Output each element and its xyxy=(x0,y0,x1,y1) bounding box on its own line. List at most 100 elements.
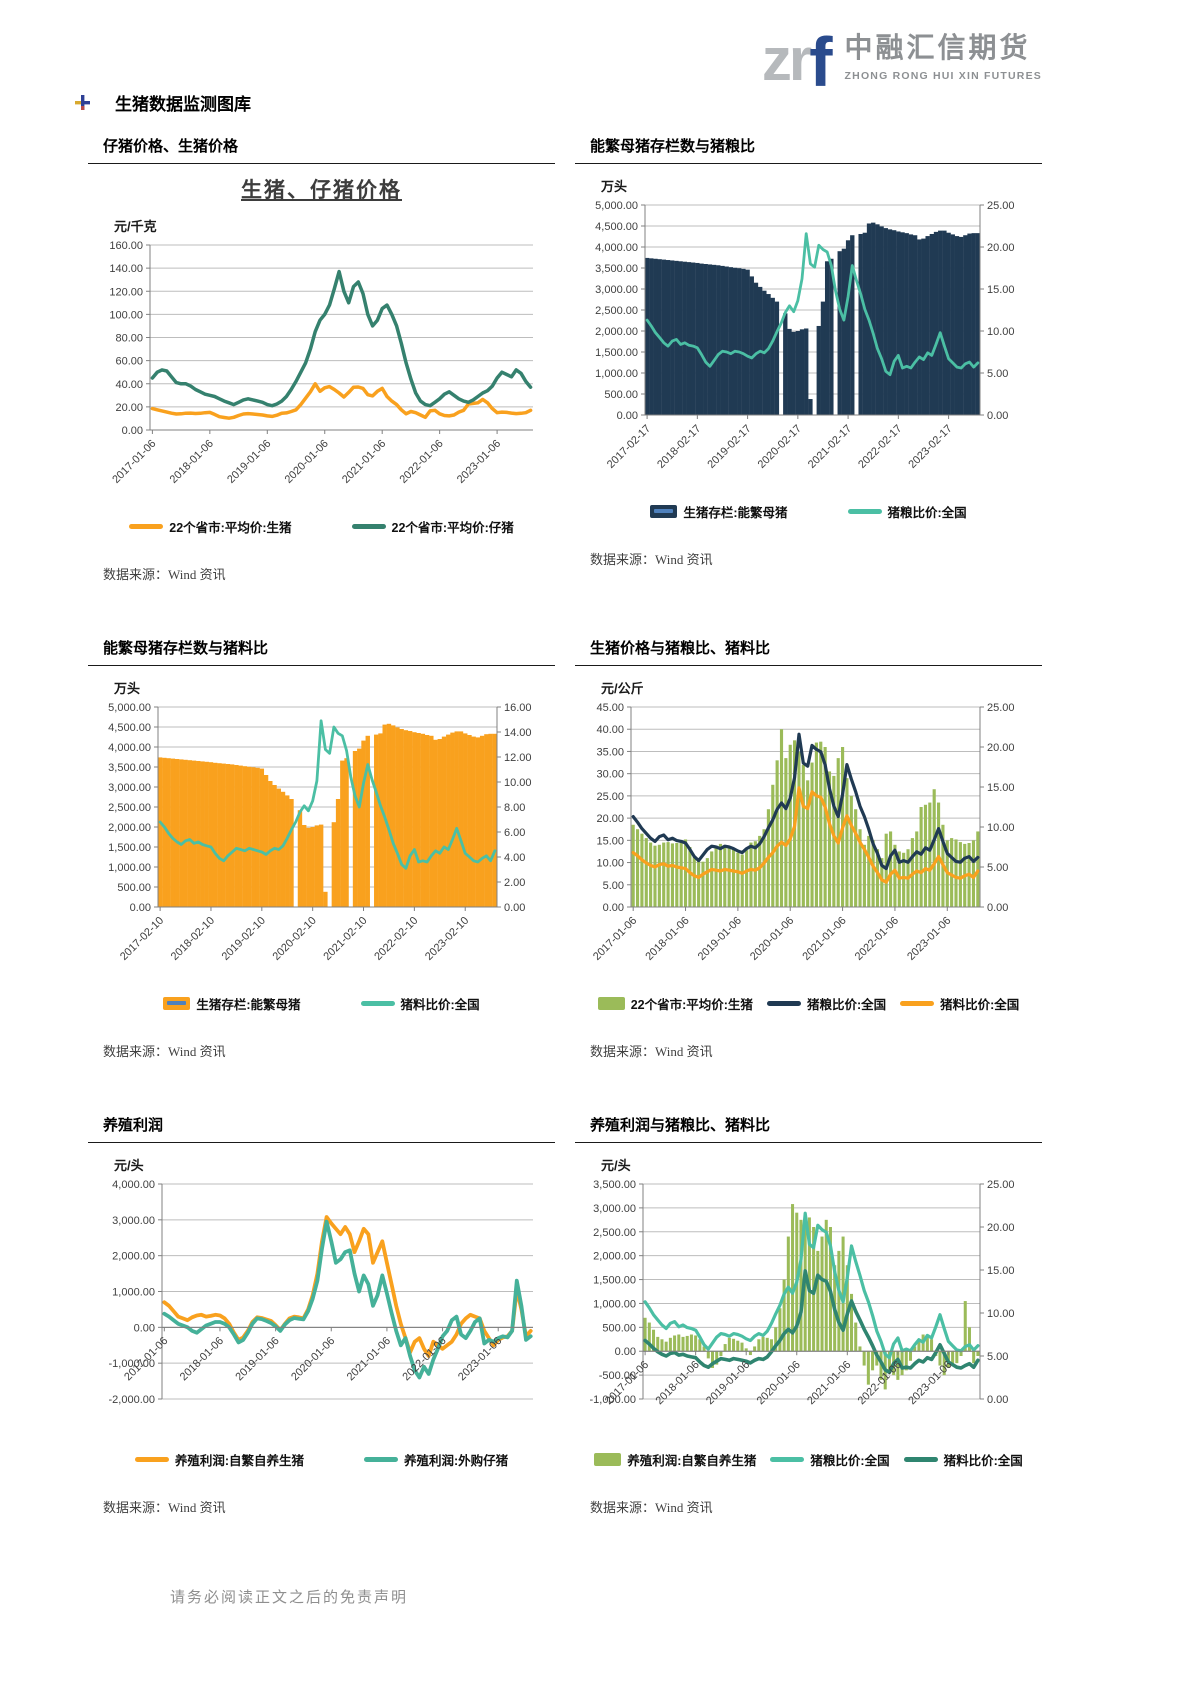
chart-block-piglet-pig-price: 仔猪价格、生猪价格 生猪、仔猪价格 元/千克 0.00 20.00 40.00 60.… xyxy=(88,135,555,583)
chart-block-breeding-profit-ratios: 养殖利润与猪粮比、猪料比 元/头 -1,000.00 -500.00 0.00 500… xyxy=(575,1114,1042,1516)
svg-text:-2,000.00: -2,000.00 xyxy=(109,1394,155,1406)
svg-text:25.00: 25.00 xyxy=(987,702,1015,714)
legend-swatch-bar-icon xyxy=(594,1453,622,1466)
svg-text:15.00: 15.00 xyxy=(987,782,1015,794)
chart-grid: 仔猪价格、生猪价格 生猪、仔猪价格 元/千克 0.00 20.00 40.00 60.… xyxy=(88,135,1190,1516)
svg-text:-500.00: -500.00 xyxy=(599,1370,636,1382)
chart-heading: 养殖利润与猪粮比、猪料比 xyxy=(575,1114,1042,1143)
data-source: 数据来源：Wind 资讯 xyxy=(590,1044,713,1059)
svg-text:2023-02-17: 2023-02-17 xyxy=(906,423,954,471)
svg-text:2017-01-06: 2017-01-06 xyxy=(110,438,158,486)
chart-block-pig-price-ratios: 生猪价格与猪粮比、猪料比 元/公斤 0.00 5.00 10.00 15.00 20.0… xyxy=(575,637,1042,1060)
chart-legend: 养殖利润:自繁自养生猪 养殖利润:外购仔猪 xyxy=(88,1450,555,1469)
svg-text:5.00: 5.00 xyxy=(603,880,624,892)
axis-unit-label: 元/公斤 xyxy=(601,681,644,696)
legend-swatch-bar-icon xyxy=(650,505,678,518)
svg-text:3,500.00: 3,500.00 xyxy=(108,762,151,774)
svg-text:10.00: 10.00 xyxy=(987,822,1015,834)
legend-swatch-line-icon xyxy=(360,1001,395,1006)
legend-item: 猪粮比价:全国 xyxy=(766,994,886,1013)
legend-label: 猪料比价:全国 xyxy=(943,1454,1023,1468)
svg-text:25.00: 25.00 xyxy=(596,791,624,803)
axis-unit-label: 元/头 xyxy=(114,1158,144,1173)
svg-text:40.00: 40.00 xyxy=(115,379,143,391)
chart-heading: 能繁母猪存栏数与猪粮比 xyxy=(575,135,1042,164)
svg-text:5,000.00: 5,000.00 xyxy=(595,200,638,212)
svg-text:2,500.00: 2,500.00 xyxy=(593,1227,636,1239)
legend-label: 22个省市:平均价:生猪 xyxy=(169,521,292,535)
svg-text:0.00: 0.00 xyxy=(134,1322,155,1334)
legend-swatch-line-icon xyxy=(903,1457,938,1462)
svg-text:500.00: 500.00 xyxy=(117,882,151,894)
svg-text:2018-02-10: 2018-02-10 xyxy=(169,915,217,963)
legend-swatch-bar-icon xyxy=(597,997,625,1010)
svg-text:20.00: 20.00 xyxy=(987,742,1015,754)
page-title: 生猪数据监测图库 xyxy=(115,95,251,114)
axis-unit-label: 元/千克 xyxy=(114,219,157,234)
logo-mark-icon: zr f xyxy=(762,26,833,97)
svg-text:0.00: 0.00 xyxy=(603,902,624,914)
svg-text:2,000.00: 2,000.00 xyxy=(112,1251,155,1263)
svg-text:2020-01-06: 2020-01-06 xyxy=(748,915,796,963)
svg-text:2017-02-10: 2017-02-10 xyxy=(118,915,166,963)
svg-text:-1,000.00: -1,000.00 xyxy=(109,1358,155,1370)
chart-canvas-container: 0.00 5.00 10.00 15.00 20.00 25.00 30.00 35.00 40… xyxy=(579,699,1042,990)
svg-text:40.00: 40.00 xyxy=(596,724,624,736)
chart-canvas: -1,000.00 -500.00 0.00 500.00 1,000.00 1,500.… xyxy=(590,1179,1015,1407)
svg-text:120.00: 120.00 xyxy=(109,286,143,298)
svg-text:10.00: 10.00 xyxy=(596,858,624,870)
chart-canvas-container: -2,000.00 -1,000.00 0.00 1,000.00 2,000.00 3,… xyxy=(92,1176,555,1446)
svg-text:20.00: 20.00 xyxy=(987,242,1015,254)
disclaimer-footer: 请务必阅读正文之后的免责声明 xyxy=(170,1590,409,1606)
svg-text:2021-01-06: 2021-01-06 xyxy=(805,1359,853,1407)
chart-canvas: 0.00 20.00 40.00 60.00 80.00 100.00 120.00 140.… xyxy=(109,240,533,486)
legend-item: 养殖利润:外购仔猪 xyxy=(364,1450,508,1469)
svg-text:2019-01-06: 2019-01-06 xyxy=(225,438,273,486)
svg-text:8.00: 8.00 xyxy=(504,802,525,814)
legend-item: 22个省市:平均价:仔猪 xyxy=(351,517,514,536)
svg-text:15.00: 15.00 xyxy=(987,1265,1015,1277)
svg-text:2018-01-06: 2018-01-06 xyxy=(168,438,216,486)
svg-text:2,000.00: 2,000.00 xyxy=(593,1251,636,1263)
svg-text:14.00: 14.00 xyxy=(504,727,532,739)
chart-heading: 能繁母猪存栏数与猪料比 xyxy=(88,637,555,666)
axis-unit-label: 万头 xyxy=(114,681,141,696)
svg-text:3,000.00: 3,000.00 xyxy=(595,284,638,296)
chart-canvas-container: 0.00 500.00 1,000.00 1,500.00 2,000.00 2,500.… xyxy=(579,197,1042,498)
svg-text:25.00: 25.00 xyxy=(987,200,1015,212)
legend-label: 猪料比价:全国 xyxy=(940,998,1020,1012)
svg-text:4,000.00: 4,000.00 xyxy=(595,242,638,254)
chart-heading: 养殖利润 xyxy=(88,1114,555,1143)
svg-text:2020-01-06: 2020-01-06 xyxy=(283,438,331,486)
svg-text:25.00: 25.00 xyxy=(987,1179,1015,1191)
legend-item: 猪粮比价:全国 xyxy=(770,1450,890,1469)
svg-text:2018-01-06: 2018-01-06 xyxy=(178,1335,226,1383)
svg-text:-1,000.00: -1,000.00 xyxy=(590,1394,636,1406)
svg-text:500.00: 500.00 xyxy=(604,389,638,401)
legend-item: 22个省市:平均价:生猪 xyxy=(129,517,292,536)
chart-legend: 生猪存栏:能繁母猪 猪粮比价:全国 xyxy=(575,502,1042,521)
svg-text:20.00: 20.00 xyxy=(987,1222,1015,1234)
svg-text:2022-01-06: 2022-01-06 xyxy=(397,438,445,486)
svg-text:1,500.00: 1,500.00 xyxy=(108,842,151,854)
svg-text:2021-02-10: 2021-02-10 xyxy=(321,915,369,963)
data-source: 数据来源：Wind 资讯 xyxy=(103,1500,226,1515)
chart-legend: 养殖利润:自繁自养生猪 猪粮比价:全国 猪料比价:全国 xyxy=(575,1450,1042,1469)
legend-swatch-line-icon xyxy=(766,1001,801,1006)
svg-text:2019-02-17: 2019-02-17 xyxy=(705,423,753,471)
svg-text:80.00: 80.00 xyxy=(115,333,143,345)
chart-heading: 生猪价格与猪粮比、猪料比 xyxy=(575,637,1042,666)
svg-text:15.00: 15.00 xyxy=(987,284,1015,296)
svg-text:2018-01-06: 2018-01-06 xyxy=(653,1359,701,1407)
chart-canvas: -2,000.00 -1,000.00 0.00 1,000.00 2,000.00 3,… xyxy=(109,1179,533,1406)
company-logo: zr f 中融汇信期货 ZHONG RONG HUI XIN FUTURES xyxy=(762,26,1042,97)
chart-canvas-container: 0.00 500.00 1,000.00 1,500.00 2,000.00 2,500.… xyxy=(92,699,555,990)
chart-canvas: 0.00 500.00 1,000.00 1,500.00 2,000.00 2,500.… xyxy=(595,200,1015,471)
svg-text:5,000.00: 5,000.00 xyxy=(108,702,151,714)
svg-text:0.00: 0.00 xyxy=(615,1346,636,1358)
legend-item: 生猪存栏:能繁母猪 xyxy=(163,994,301,1013)
svg-text:2021-02-17: 2021-02-17 xyxy=(806,423,854,471)
svg-text:2.00: 2.00 xyxy=(504,877,525,889)
svg-text:30.00: 30.00 xyxy=(596,769,624,781)
legend-swatch-line-icon xyxy=(770,1457,805,1462)
